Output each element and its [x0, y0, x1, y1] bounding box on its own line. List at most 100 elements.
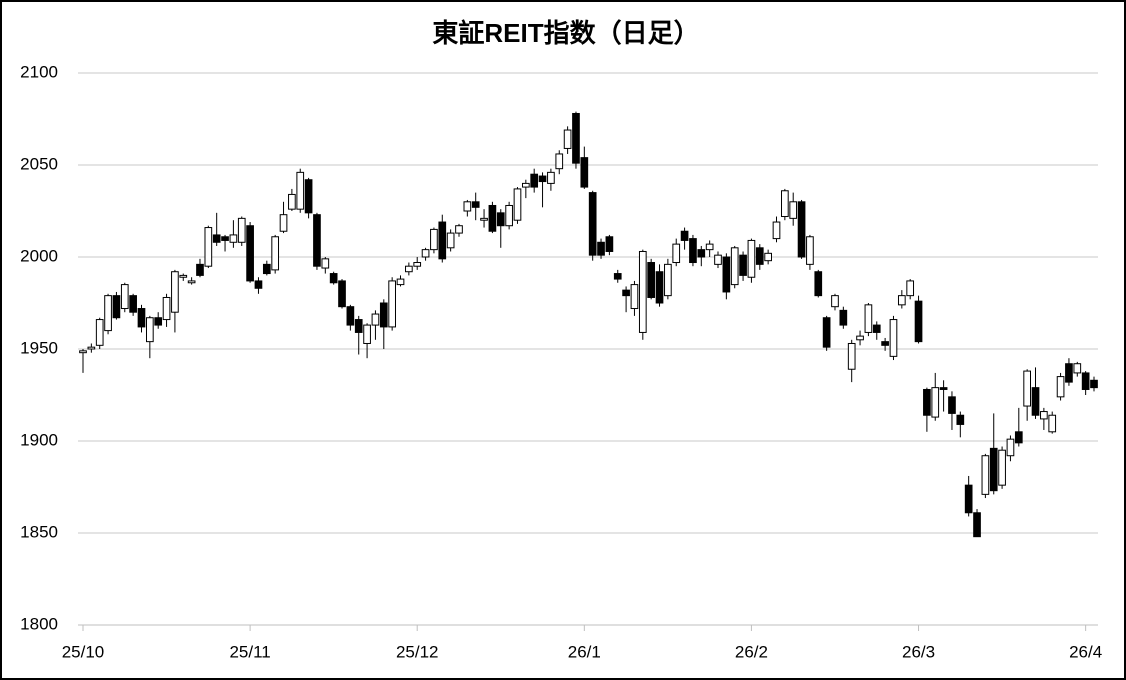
candle-body [814, 271, 823, 297]
candle-body [939, 387, 948, 390]
candle-body [789, 201, 798, 219]
candle-body [171, 271, 179, 313]
candle-body [948, 396, 956, 414]
y-tick-label: 1900 [20, 430, 58, 449]
candle-body [697, 249, 706, 258]
candle-body [872, 324, 881, 333]
candle-body [1090, 379, 1098, 389]
candle-body [1081, 372, 1090, 390]
candle-body [137, 308, 146, 328]
candle-body [313, 214, 321, 267]
candle-body [989, 447, 998, 492]
candle-body [739, 254, 747, 276]
candle-body [154, 317, 163, 326]
candle-body [112, 295, 121, 319]
candle-body [680, 230, 689, 241]
candle-body [638, 250, 647, 333]
candle-body [998, 449, 1006, 486]
candle-body [1014, 431, 1023, 444]
candle-body [371, 313, 380, 326]
candle-body [1040, 411, 1048, 420]
candle-body [797, 201, 806, 258]
candle-body [613, 273, 622, 280]
candle-body [755, 247, 764, 265]
y-tick-label: 1850 [20, 522, 58, 541]
candle-body [346, 306, 355, 326]
candle-body [354, 319, 363, 333]
candle-body [547, 171, 555, 184]
candle-body [964, 484, 973, 514]
candle-body [605, 236, 614, 252]
candle-body [1048, 414, 1057, 433]
candle-body [279, 214, 288, 232]
candle-body [555, 153, 564, 170]
y-tick-label: 2100 [20, 62, 58, 81]
candle-body [931, 387, 940, 418]
y-tick-label: 1800 [20, 614, 58, 633]
candle-body [781, 190, 789, 218]
candle-body [588, 192, 597, 256]
candle-body [572, 112, 580, 164]
candle-body [630, 284, 639, 310]
candle-body [923, 388, 931, 416]
candle-body [162, 296, 171, 321]
candle-body [271, 236, 280, 271]
candle-body [772, 221, 781, 240]
candle-body [864, 304, 873, 333]
x-tick-label: 26/4 [1069, 642, 1102, 661]
candle-body [831, 295, 839, 308]
x-tick-label: 26/3 [902, 642, 935, 661]
candle-body [204, 227, 213, 267]
candle-body [488, 204, 497, 232]
candle-body [530, 173, 539, 188]
candle-body [538, 175, 547, 183]
candle-body [764, 252, 772, 262]
candle-body [296, 171, 305, 210]
candle-body [513, 188, 522, 221]
candle-body [839, 309, 848, 326]
candle-body [956, 414, 965, 425]
candle-body [597, 241, 605, 256]
candle-body [262, 263, 271, 275]
candle-body [212, 234, 221, 243]
candle-body [237, 217, 246, 243]
candle-body [388, 280, 396, 328]
candle-body [179, 274, 188, 278]
candle-body [689, 238, 697, 264]
candle-body [521, 182, 530, 188]
candle-body [856, 335, 864, 341]
candle-body [563, 129, 572, 149]
candle-body [455, 225, 463, 234]
candle-body [672, 243, 681, 264]
candle-body [146, 317, 154, 343]
x-tick-label: 25/10 [62, 642, 105, 661]
candle-body [889, 319, 898, 357]
candle-body [655, 271, 664, 304]
candle-body [1031, 387, 1040, 416]
candle-body [705, 243, 714, 251]
candle-body [430, 228, 438, 251]
x-tick-label: 26/1 [568, 642, 601, 661]
candle-body [747, 239, 756, 278]
candle-body [129, 295, 137, 313]
candle-body [338, 280, 346, 308]
candle-body [229, 234, 238, 243]
candle-body [847, 342, 856, 370]
candle-body [304, 179, 313, 214]
candle-body [79, 350, 87, 354]
candle-body [463, 201, 472, 212]
candle-body [446, 232, 455, 249]
candle-body [1023, 370, 1031, 407]
candle-body [914, 300, 923, 343]
candle-body [396, 278, 405, 286]
candle-body [981, 455, 990, 495]
candle-body [363, 324, 371, 344]
candle-body [120, 284, 129, 310]
candle-body [187, 280, 196, 284]
x-tick-label: 26/2 [735, 642, 768, 661]
candle-body [87, 346, 96, 350]
candle-body [413, 262, 422, 267]
candle-body [722, 256, 731, 293]
candle-body [221, 236, 229, 241]
